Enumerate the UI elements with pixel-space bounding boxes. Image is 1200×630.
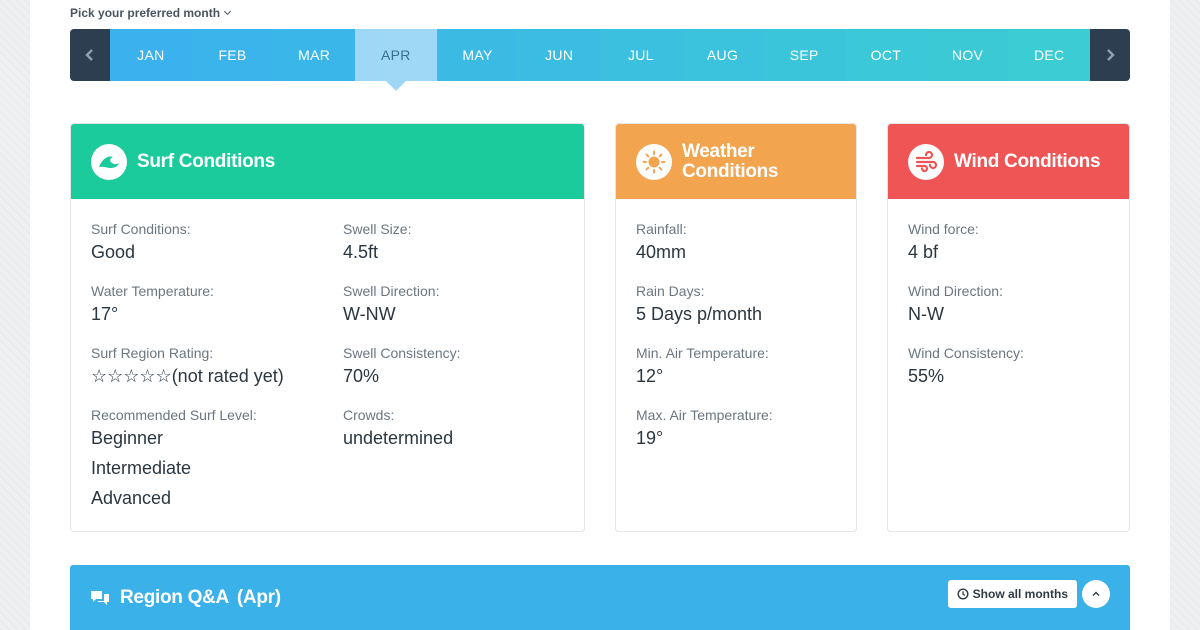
surf-conditions-card: Surf Conditions Surf Conditions: Good Wa… <box>70 123 585 532</box>
swell-direction-stat: Swell Direction: W-NW <box>343 283 564 329</box>
page-container: Pick your preferred month JAN FEB MAR AP… <box>30 0 1170 630</box>
month-tab-jul[interactable]: JUL <box>600 29 682 81</box>
stat-label: Surf Region Rating: <box>91 345 214 361</box>
month-picker-label[interactable]: Pick your preferred month <box>70 6 232 20</box>
stat-label: Wind Direction: <box>908 283 1003 299</box>
month-picker-label-text: Pick your preferred month <box>70 6 221 20</box>
wind-direction-stat: Wind Direction: N-W <box>908 283 1109 329</box>
month-selector: JAN FEB MAR APR MAY JUN JUL AUG SEP OCT … <box>70 29 1130 91</box>
previous-month-button[interactable] <box>70 29 110 81</box>
wind-icon <box>908 143 944 180</box>
month-tab-feb[interactable]: FEB <box>191 29 274 81</box>
surf-level-beginner: Beginner <box>91 428 164 448</box>
surf-level-advanced: Advanced <box>91 488 172 508</box>
clock-icon <box>957 588 969 600</box>
stat-value: 4 bf <box>908 242 939 262</box>
chat-bubbles-icon <box>91 590 109 605</box>
weather-conditions-card: Weather Conditions Rainfall: 40mm Rain D… <box>615 123 857 532</box>
stat-label: Min. Air Temperature: <box>636 345 769 361</box>
surf-conditions-title: Surf Conditions <box>137 150 275 172</box>
stat-label: Surf Conditions: <box>91 221 191 237</box>
stat-label: Swell Size: <box>343 221 412 237</box>
wind-force-stat: Wind force: 4 bf <box>908 221 1109 267</box>
stat-label: Rainfall: <box>636 221 687 237</box>
stat-label: Max. Air Temperature: <box>636 407 773 423</box>
region-qa-title: Region Q&A (Apr) <box>120 587 281 609</box>
month-tab-nov[interactable]: NOV <box>926 29 1009 81</box>
stat-label: Wind Consistency: <box>908 345 1024 361</box>
month-tab-sep[interactable]: SEP <box>763 29 846 81</box>
chevron-left-icon <box>85 49 93 61</box>
wind-column: Wind force: 4 bf Wind Direction: N-W Win… <box>908 221 1109 407</box>
stat-value: 55% <box>908 366 945 386</box>
next-month-button[interactable] <box>1090 29 1130 81</box>
show-all-months-label: Show all months <box>972 587 1068 601</box>
stat-label: Swell Direction: <box>343 283 440 299</box>
rainfall-stat: Rainfall: 40mm <box>636 221 836 267</box>
stat-label: Recommended Surf Level: <box>91 407 257 423</box>
stat-label: Swell Consistency: <box>343 345 461 361</box>
weather-column: Rainfall: 40mm Rain Days: 5 Days p/month… <box>636 221 836 469</box>
month-tab-apr[interactable]: APR <box>355 29 437 91</box>
stat-value: 40mm <box>636 242 687 262</box>
stat-value: 5 Days p/month <box>636 304 763 324</box>
stat-label: Wind force: <box>908 221 979 237</box>
month-tab-jun[interactable]: JUN <box>518 29 601 81</box>
stat-value: undetermined <box>343 428 454 448</box>
chevron-right-icon <box>1107 49 1115 61</box>
stat-value: 17° <box>91 304 119 324</box>
stat-value: W-NW <box>343 304 396 324</box>
wave-icon <box>91 143 127 180</box>
month-list: JAN FEB MAR APR MAY JUN JUL AUG SEP OCT … <box>110 29 1091 91</box>
stat-label: Water Temperature: <box>91 283 214 299</box>
month-tab-aug[interactable]: AUG <box>681 29 764 81</box>
chevron-down-icon <box>224 7 232 16</box>
region-qa-header[interactable]: Region Q&A (Apr) Show all months <box>70 565 1130 630</box>
surf-conditions-stat: Surf Conditions: Good <box>91 221 343 267</box>
stat-value: N-W <box>908 304 944 324</box>
surf-level-intermediate: Intermediate <box>91 458 192 478</box>
weather-conditions-title: Weather Conditions <box>682 140 779 182</box>
wind-conditions-title: Wind Conditions <box>954 150 1101 172</box>
stat-value: Good <box>91 242 136 262</box>
rating-stars-icon[interactable]: ☆☆☆☆☆ <box>91 366 172 386</box>
wind-conditions-header: Wind Conditions <box>888 124 1129 199</box>
swell-consistency-stat: Swell Consistency: 70% <box>343 345 564 391</box>
surf-right-column: Swell Size: 4.5ft Swell Direction: W-NW … <box>343 221 564 529</box>
month-tab-oct[interactable]: OCT <box>845 29 927 81</box>
month-tab-dec[interactable]: DEC <box>1008 29 1091 81</box>
stat-label: Crowds: <box>343 407 395 423</box>
surf-conditions-header: Surf Conditions <box>71 124 584 199</box>
show-all-months-button[interactable]: Show all months <box>947 580 1077 608</box>
rain-days-stat: Rain Days: 5 Days p/month <box>636 283 836 329</box>
stat-value: 19° <box>636 428 664 448</box>
stat-label: Rain Days: <box>636 283 705 299</box>
surf-left-column: Surf Conditions: Good Water Temperature:… <box>91 221 343 529</box>
weather-title-line2: Conditions <box>682 160 779 182</box>
rating-value: ☆☆☆☆☆(not rated yet) <box>91 361 343 391</box>
wind-consistency-stat: Wind Consistency: 55% <box>908 345 1109 391</box>
month-tab-mar[interactable]: MAR <box>273 29 356 81</box>
stat-value: 70% <box>343 366 380 386</box>
region-qa-month: (Apr) <box>236 586 281 608</box>
collapse-button[interactable] <box>1082 580 1110 608</box>
weather-title-line1: Weather <box>682 140 755 162</box>
month-tab-may[interactable]: MAY <box>436 29 519 81</box>
swell-size-stat: Swell Size: 4.5ft <box>343 221 564 267</box>
weather-conditions-header: Weather Conditions <box>616 124 856 199</box>
recommended-surf-level-stat: Recommended Surf Level: Beginner Interme… <box>91 407 343 513</box>
water-temperature-stat: Water Temperature: 17° <box>91 283 343 329</box>
min-air-temperature-stat: Min. Air Temperature: 12° <box>636 345 836 391</box>
chevron-up-icon <box>1092 591 1100 596</box>
month-tab-jan[interactable]: JAN <box>110 29 192 81</box>
stat-value: 12° <box>636 366 664 386</box>
stat-value: 4.5ft <box>343 242 379 262</box>
region-qa-title-text: Region Q&A <box>120 586 229 608</box>
rating-text: (not rated yet) <box>171 366 284 386</box>
wind-conditions-card: Wind Conditions Wind force: 4 bf Wind Di… <box>887 123 1130 532</box>
sun-icon <box>636 143 672 180</box>
crowds-stat: Crowds: undetermined <box>343 407 564 453</box>
surf-region-rating-stat: Surf Region Rating: ☆☆☆☆☆(not rated yet) <box>91 345 343 391</box>
max-air-temperature-stat: Max. Air Temperature: 19° <box>636 407 836 453</box>
